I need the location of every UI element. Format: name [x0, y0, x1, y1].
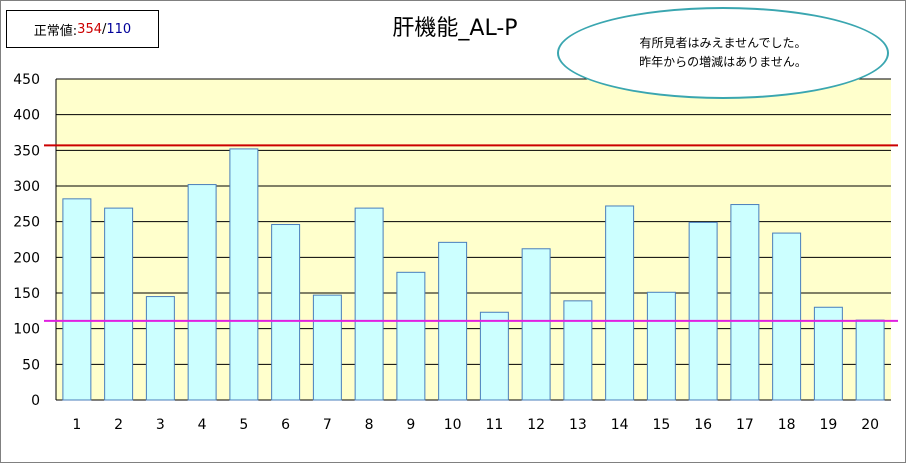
- x-tick-label: 8: [365, 417, 374, 433]
- x-tick-label: 10: [444, 417, 462, 433]
- comment-line-1: 有所見者はみえませんでした。: [639, 36, 807, 50]
- bar: [521, 248, 551, 401]
- normal-range-box: 正常値: 354 / 110: [6, 10, 159, 48]
- y-tick-label: 450: [13, 72, 40, 88]
- x-tick-label: 4: [198, 417, 207, 433]
- bar: [312, 294, 342, 401]
- y-tick-label: 350: [13, 143, 40, 159]
- y-tick-label: 50: [22, 357, 40, 373]
- bar: [104, 207, 134, 401]
- plot-area: [56, 79, 891, 400]
- bar: [772, 232, 802, 401]
- bar: [605, 205, 635, 401]
- bar: [688, 221, 718, 401]
- bar: [479, 311, 509, 401]
- y-tick-label: 200: [13, 250, 40, 266]
- x-tick-label: 13: [569, 417, 587, 433]
- bar: [855, 319, 885, 401]
- comment-bubble: 有所見者はみえませんでした。 昨年からの増減はありません。: [557, 7, 889, 99]
- x-tick-label: 18: [778, 417, 796, 433]
- x-tick-label: 14: [611, 417, 629, 433]
- x-tick-label: 5: [239, 417, 248, 433]
- y-tick-label: 150: [13, 286, 40, 302]
- normal-range-upper: 354: [77, 21, 102, 37]
- x-tick-label: 2: [114, 417, 123, 433]
- x-tick-label: 7: [323, 417, 332, 433]
- bar: [646, 291, 676, 401]
- x-tick-label: 20: [861, 417, 879, 433]
- bar: [271, 224, 301, 401]
- y-tick-label: 300: [13, 179, 40, 195]
- x-tick-label: 3: [156, 417, 165, 433]
- y-tick-label: 0: [31, 393, 40, 409]
- x-tick-label: 12: [527, 417, 545, 433]
- y-tick-label: 400: [13, 108, 40, 124]
- x-tick-label: 9: [406, 417, 415, 433]
- x-tick-label: 1: [72, 417, 81, 433]
- bar: [187, 184, 217, 401]
- y-tick-label: 100: [13, 322, 40, 338]
- bar: [354, 207, 384, 401]
- comment-line-2: 昨年からの増減はありません。: [639, 55, 807, 69]
- normal-range-lower: 110: [106, 21, 132, 37]
- x-tick-label: 15: [652, 417, 670, 433]
- x-tick-label: 19: [819, 417, 837, 433]
- bar: [563, 300, 593, 401]
- x-tick-label: 11: [485, 417, 503, 433]
- bar: [813, 306, 843, 401]
- bar: [396, 271, 426, 401]
- bar: [730, 204, 760, 401]
- normal-range-separator: /: [102, 21, 107, 37]
- normal-range-label: 正常値:: [33, 23, 78, 39]
- x-tick-label: 6: [281, 417, 290, 433]
- x-tick-label: 17: [736, 417, 754, 433]
- bar: [62, 198, 92, 401]
- chart-title: 肝機能_AL-P: [392, 16, 518, 41]
- bar: [229, 148, 259, 401]
- bar: [145, 296, 175, 401]
- x-tick-label: 16: [694, 417, 712, 433]
- y-tick-label: 250: [13, 215, 40, 231]
